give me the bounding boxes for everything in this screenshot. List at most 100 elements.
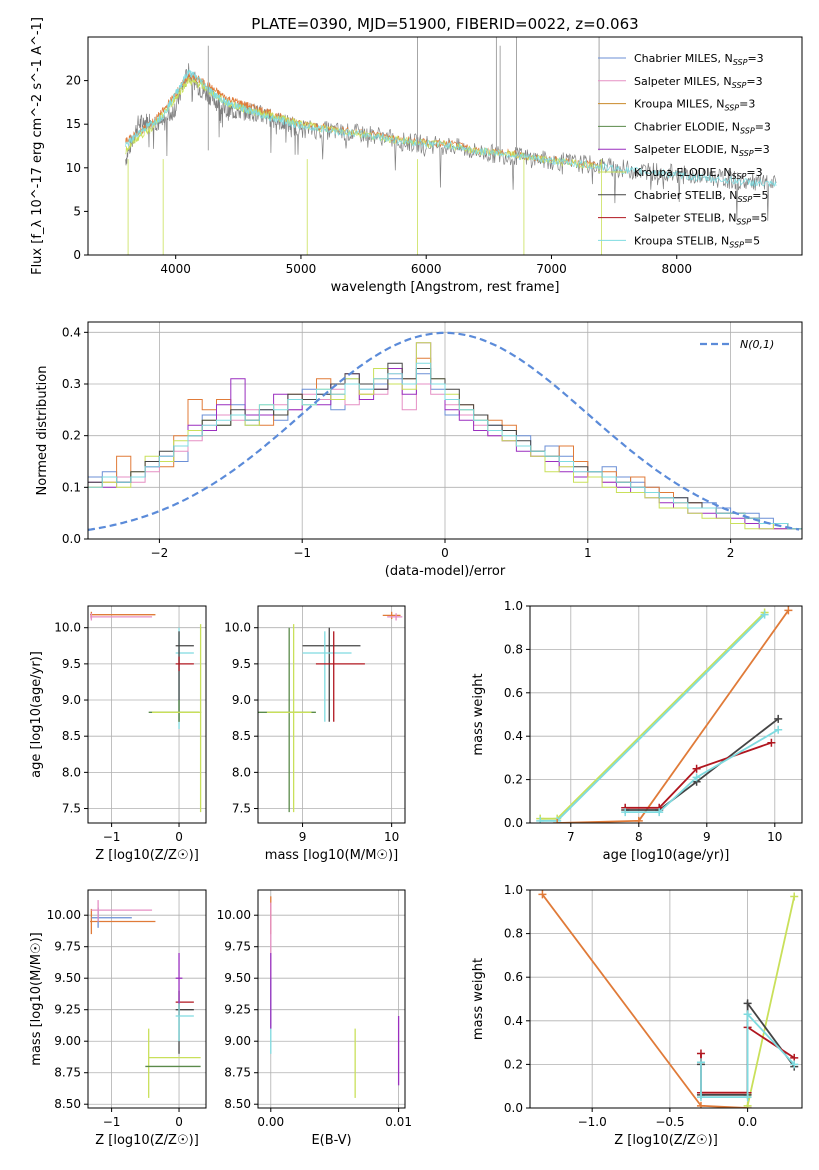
- x-tick-label: 7: [567, 830, 575, 844]
- figure-title: PLATE=0390, MJD=51900, FIBERID=0022, z=0…: [251, 15, 638, 33]
- y-tick-label: 9.50: [54, 971, 81, 985]
- plot-area: [125, 37, 777, 255]
- panel-age_vs_mass: 9 10 7.5 8.0 8.5 9.0 9.5 10.0 mass [log10(M/M☉)]: [224, 605, 406, 863]
- weight-marker: [743, 1101, 752, 1108]
- y-tick-label: 9.00: [54, 1034, 81, 1048]
- y-tick-label: 8.5: [62, 729, 81, 743]
- axes-frame: [257, 889, 406, 1109]
- weight-marker: [696, 1058, 705, 1067]
- x-tick-label: 0.01: [385, 1115, 412, 1129]
- x-tick-label: 7000: [536, 262, 567, 276]
- y-tick-label: 8.0: [232, 765, 251, 779]
- y-tick-label: 0.0: [504, 1101, 523, 1115]
- plot-area: [90, 611, 202, 813]
- y-axis-label: mass weight: [471, 958, 486, 1040]
- axes-frame: [87, 605, 207, 824]
- y-tick-label: 15: [66, 117, 81, 131]
- axes-frame: [529, 605, 803, 824]
- gaussian-curve: [88, 331, 800, 531]
- plot-area: [90, 900, 201, 1098]
- x-tick-label: −2: [151, 546, 169, 560]
- weight-marker: [536, 816, 545, 823]
- y-tick-label: 0.3: [62, 377, 81, 391]
- y-tick-label: 9.25: [224, 1003, 251, 1017]
- x-axis-label: age [log10(age/yr)]: [603, 848, 730, 863]
- y-tick-label: 0: [73, 248, 81, 262]
- x-tick-label: 4000: [160, 262, 191, 276]
- y-axis-label: age [log10(age/yr)]: [29, 651, 44, 778]
- x-tick-label: 10: [384, 830, 399, 844]
- x-tick-label: −1: [103, 1115, 121, 1129]
- x-tick-label: 8000: [661, 262, 692, 276]
- panel-age_vs_Z: −1 0 7.5 8.0 8.5 9.0 9.5 10.0 Z [log10(Z/Z☉)] age…: [29, 605, 207, 863]
- y-axis-label: Normed distribution: [35, 366, 50, 496]
- plot-area: [88, 331, 802, 531]
- y-axis-label: mass [log10(M/M☉)]: [29, 932, 44, 1065]
- weight-line: [700, 1012, 795, 1098]
- plot-area: [538, 890, 799, 1108]
- y-tick-label: 0.4: [62, 325, 81, 339]
- x-tick-label: 5000: [286, 262, 317, 276]
- y-tick-label: 8.50: [54, 1097, 81, 1111]
- y-tick-label: 10.0: [224, 621, 251, 635]
- legend-label: Salpeter MILES, NSSP=3: [634, 75, 763, 90]
- panel-mass_vs_ebv: 0.00 0.01 8.50 8.75 9.00 9.25 9.50 9.75 10.00 E(B…: [217, 889, 412, 1148]
- y-tick-label: 1.0: [504, 883, 523, 897]
- weight-marker: [790, 1060, 799, 1069]
- axes-frame: [257, 605, 406, 824]
- x-axis-label: wavelength [Angstrom, rest frame]: [331, 280, 560, 295]
- y-tick-label: 10: [66, 161, 81, 175]
- legend-label: Kroupa MILES, NSSP=3: [634, 98, 755, 113]
- spectrum-line: [125, 63, 777, 221]
- weight-marker: [743, 999, 752, 1008]
- y-tick-label: 7.5: [232, 802, 251, 816]
- legend-label: Chabrier ELODIE, NSSP=3: [634, 120, 771, 135]
- weight-marker: [538, 890, 547, 899]
- y-tick-label: 8.5: [232, 729, 251, 743]
- x-axis-label: Z [log10(Z/Z☉)]: [95, 848, 199, 863]
- weight-line: [541, 893, 748, 1108]
- y-tick-label: 9.75: [224, 940, 251, 954]
- y-tick-label: 0.6: [504, 970, 523, 984]
- y-tick-label: 0.4: [504, 729, 523, 743]
- y-tick-label: 0.8: [504, 642, 523, 656]
- y-tick-label: 0.6: [504, 686, 523, 700]
- x-tick-label: 0.00: [257, 1115, 284, 1129]
- x-tick-label: −1.0: [578, 1115, 607, 1129]
- x-axis-label: mass [log10(M/M☉)]: [265, 848, 398, 863]
- weight-marker: [696, 1101, 705, 1108]
- y-tick-label: 20: [66, 74, 81, 88]
- panel-mass_vs_Z: −1 0 8.50 8.75 9.00 9.25 9.50 9.75 10.00 Z [log10…: [29, 889, 207, 1148]
- weight-marker: [774, 714, 783, 723]
- y-tick-label: 9.0: [62, 693, 81, 707]
- y-tick-label: 9.5: [232, 657, 251, 671]
- x-axis-label: Z [log10(Z/Z☉)]: [614, 1133, 718, 1148]
- y-tick-label: 0.8: [504, 927, 523, 941]
- y-tick-label: 9.00: [224, 1034, 251, 1048]
- panel-weight_vs_age: 7 8 9 10 0.0 0.2 0.4 0.6 0.8 1.0 age [log10(age/yr…: [471, 599, 803, 863]
- y-tick-label: 1.0: [504, 599, 523, 613]
- legend-label: Kroupa STELIB, NSSP=5: [634, 234, 760, 249]
- y-tick-label: 5: [73, 204, 81, 218]
- weight-line: [540, 611, 766, 820]
- panel-weight_vs_Z: −1.0 −0.5 0.0 0.0 0.2 0.4 0.6 0.8 1.0 Z [log10(Z/…: [471, 883, 803, 1148]
- x-axis-label: Z [log10(Z/Z☉)]: [95, 1133, 199, 1148]
- x-tick-label: 6000: [411, 262, 442, 276]
- y-axis-label: mass weight: [471, 673, 486, 755]
- weight-marker: [790, 892, 799, 901]
- y-tick-label: 9.25: [54, 1003, 81, 1017]
- legend-label: Salpeter ELODIE, NSSP=3: [634, 143, 770, 158]
- weight-line: [625, 741, 772, 809]
- legend-label: Chabrier STELIB, NSSP=5: [634, 189, 768, 204]
- legend-label: N(0,1): [740, 338, 774, 351]
- y-tick-label: 0.1: [62, 480, 81, 494]
- weight-marker: [784, 606, 793, 615]
- x-tick-label: 0: [175, 830, 183, 844]
- weight-marker: [774, 725, 783, 734]
- y-tick-label: 9.5: [62, 657, 81, 671]
- weight-marker: [743, 1093, 752, 1102]
- x-tick-label: 0: [441, 546, 449, 560]
- weight-marker: [743, 1010, 752, 1019]
- axes-frame: [87, 889, 207, 1109]
- x-tick-label: 0: [175, 1115, 183, 1129]
